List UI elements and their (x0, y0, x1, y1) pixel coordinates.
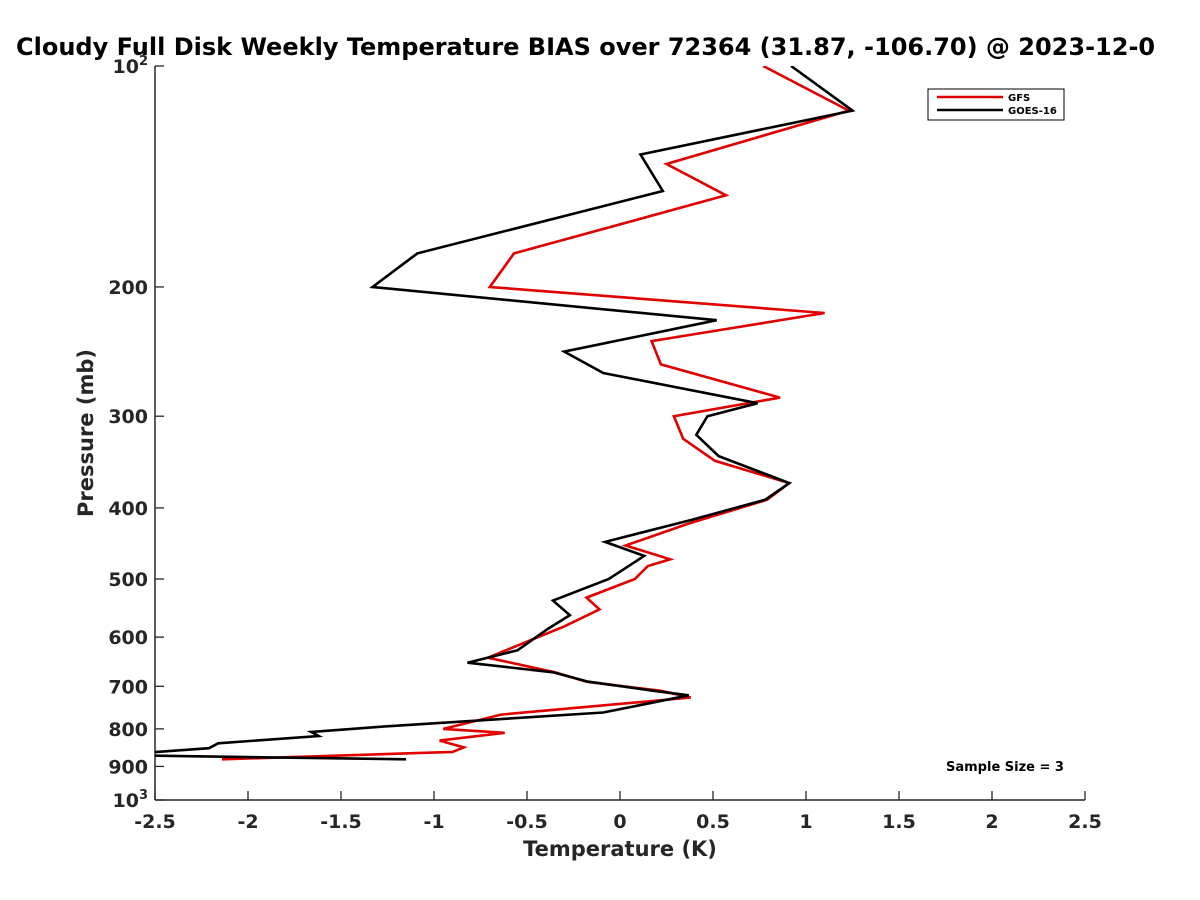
y-axis-label: Pressure (mb) (74, 349, 98, 517)
legend-label-goes-16: GOES-16 (1008, 106, 1057, 117)
legend: GFS GOES-16 (927, 88, 1065, 121)
x-tick-label: -2.5 (134, 811, 176, 833)
series-layer (155, 66, 856, 761)
x-tick-label: 1.5 (882, 811, 916, 833)
x-tick-label: 0 (613, 811, 626, 833)
y-tick-label: 103 (113, 788, 149, 812)
y-tick-label: 500 (108, 569, 148, 591)
y-tick-label: 600 (108, 627, 148, 649)
x-tick-label: 2 (985, 811, 998, 833)
y-tick-label: 400 (108, 498, 148, 520)
x-tick-label: -2 (237, 811, 258, 833)
x-tick-label: -1.5 (320, 811, 362, 833)
x-tick-label: 2.5 (1068, 811, 1102, 833)
series-line-gfs (221, 66, 853, 761)
chart-title: Cloudy Full Disk Weekly Temperature BIAS… (16, 33, 1155, 61)
y-tick-label: 300 (108, 406, 148, 428)
x-tick-label: 0.5 (696, 811, 730, 833)
series-line-goes-16 (155, 66, 856, 761)
legend-box (927, 88, 1065, 121)
axes: -2.5 -2 -1.5 -1 -0.5 0 0.5 1 1.5 2 2.5 102 200 300 400… (108, 54, 1102, 833)
legend-label-gfs: GFS (1008, 93, 1030, 104)
x-tick-label: -0.5 (506, 811, 548, 833)
y-tick-label: 200 (108, 277, 148, 299)
y-tick-label: 900 (108, 756, 148, 778)
y-tick-label: 700 (108, 676, 148, 698)
y-tick-label: 800 (108, 719, 148, 741)
x-axis-label: Temperature (K) (523, 837, 717, 861)
x-tick-label: -1 (423, 811, 444, 833)
x-tick-label: 1 (799, 811, 812, 833)
y-tick-label: 102 (113, 54, 149, 78)
sample-size-annotation: Sample Size = 3 (946, 760, 1064, 775)
